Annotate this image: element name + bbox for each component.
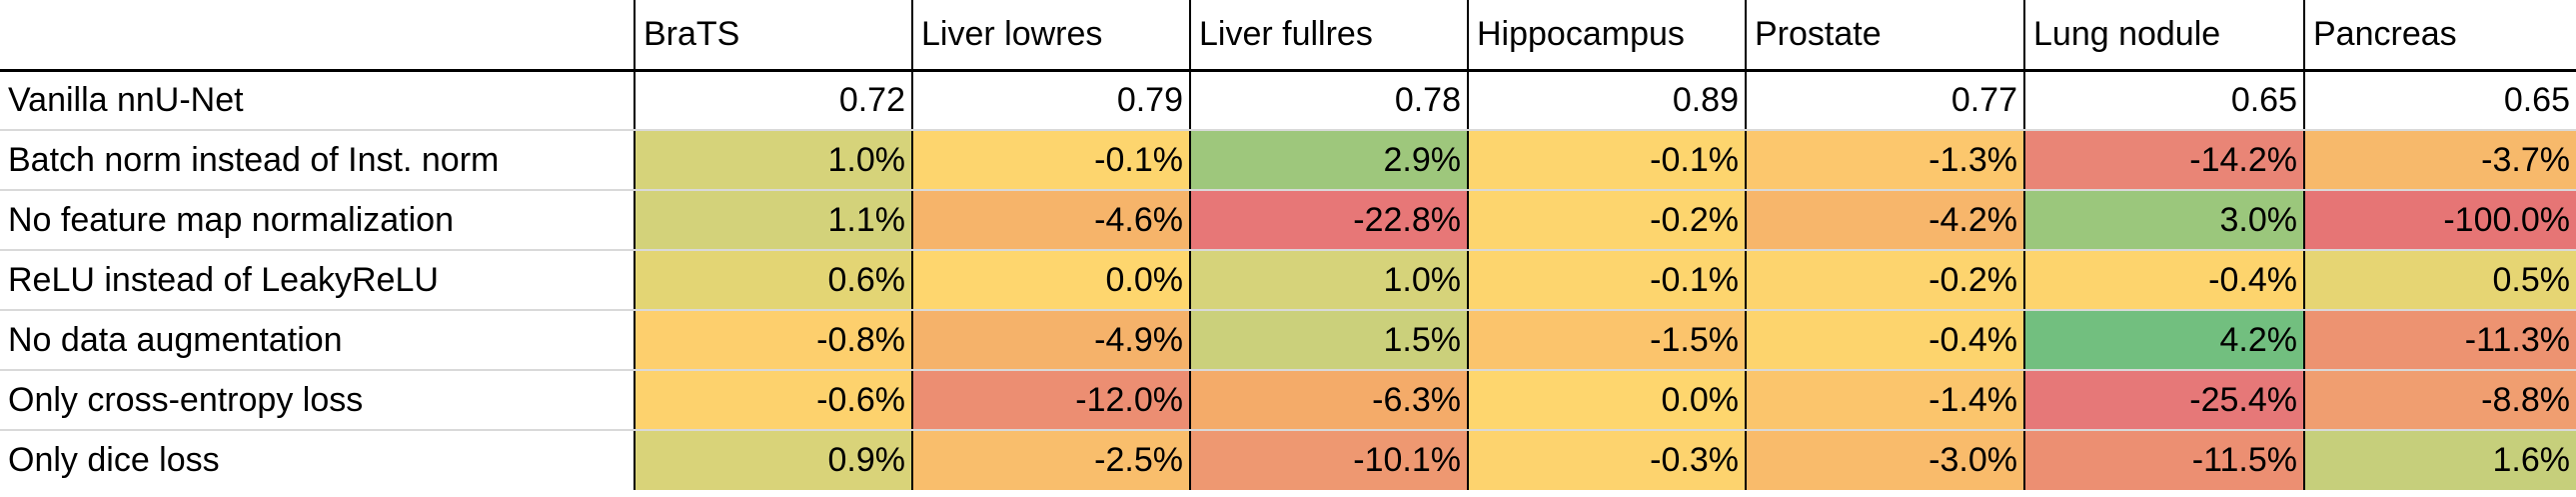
table-row: ReLU instead of LeakyReLU 0.6% 0.0% 1.0% -0.… [0, 250, 2576, 311]
table-body: Vanilla nnU-Net 0.72 0.79 0.78 0.89 0.77 0.65 0… [0, 70, 2576, 490]
column-header-liver-lowres: Liver lowres [911, 0, 1190, 72]
value-cell: -12.0% [911, 370, 1190, 431]
value-cell: 0.6% [634, 250, 912, 311]
row-label: No data augmentation [0, 310, 635, 371]
value-cell: -0.8% [634, 310, 912, 371]
row-label: No feature map normalization [0, 190, 635, 251]
value-cell: -11.5% [2023, 430, 2304, 490]
value-cell: -0.4% [2023, 250, 2304, 311]
value-cell: 1.0% [634, 130, 912, 191]
row-label: Only dice loss [8, 441, 220, 479]
value-cell: -22.8% [1189, 190, 1468, 251]
header-corner-cell [0, 0, 635, 72]
column-header-lung-nodule: Lung nodule [2023, 0, 2304, 72]
value-cell: -14.2% [2023, 130, 2304, 191]
row-label: ReLU instead of LeakyReLU [0, 250, 635, 311]
column-header-pancreas: Pancreas [2303, 0, 2576, 72]
column-header-hippocampus: Hippocampus [1467, 0, 1746, 72]
value-cell: -0.1% [1467, 250, 1746, 311]
table-row: Vanilla nnU-Net 0.72 0.79 0.78 0.89 0.77 0.65 0… [0, 70, 2576, 131]
value-cell: 1.5% [1189, 310, 1468, 371]
value-cell: 0.0% [1467, 370, 1746, 431]
value-cell: -8.8% [2303, 370, 2576, 431]
row-label: Batch norm instead of Inst. norm [0, 130, 635, 191]
value-cell: -11.3% [2303, 310, 2576, 371]
value-cell: -4.6% [911, 190, 1190, 251]
value-cell: -0.1% [911, 130, 1190, 191]
value-cell: 0.0% [911, 250, 1190, 311]
value-cell: 3.0% [2023, 190, 2304, 251]
table-row: Batch norm instead of Inst. norm 1.0% -0.1… [0, 130, 2576, 191]
value-cell: -1.5% [1467, 310, 1746, 371]
value-cell: 1.6% [2303, 430, 2576, 490]
value-cell: -0.6% [634, 370, 912, 431]
value-cell: -0.2% [1467, 190, 1746, 251]
value-cell: -0.1% [1467, 130, 1746, 191]
table-row: No data augmentation -0.8% -4.9% 1.5% -1.5% -… [0, 310, 2576, 371]
value-cell: 0.72 [634, 70, 912, 131]
value-cell: -3.0% [1745, 430, 2024, 490]
value-cell: -25.4% [2023, 370, 2304, 431]
value-cell: -4.2% [1745, 190, 2024, 251]
value-cell: -4.9% [911, 310, 1190, 371]
value-cell: -100.0% [2303, 190, 2576, 251]
value-cell: -10.1% [1189, 430, 1468, 490]
column-header-prostate: Prostate [1745, 0, 2024, 72]
value-cell: -0.4% [1745, 310, 2024, 371]
table-row: Only cross-entropy loss -0.6% -12.0% -6.3% 0… [0, 370, 2576, 431]
value-cell: -3.7% [2303, 130, 2576, 191]
value-cell: -0.3% [1467, 430, 1746, 490]
value-cell: 2.9% [1189, 130, 1468, 191]
value-cell: -2.5% [911, 430, 1190, 490]
value-cell: 0.79 [911, 70, 1190, 131]
column-header-brats: BraTS [634, 0, 912, 72]
value-cell: 4.2% [2023, 310, 2304, 371]
table-row: No feature map normalization 1.1% -4.6% -22… [0, 190, 2576, 251]
table-row: Only dice loss 0.9% -2.5% -10.1% -0.3% -3.0% -… [0, 430, 2576, 490]
value-cell: 0.5% [2303, 250, 2576, 311]
value-cell: 0.65 [2303, 70, 2576, 131]
column-header-liver-fullres: Liver fullres [1189, 0, 1468, 72]
value-cell: -6.3% [1189, 370, 1468, 431]
value-cell: 0.78 [1189, 70, 1468, 131]
value-cell: -1.3% [1745, 130, 2024, 191]
value-cell: 0.77 [1745, 70, 2024, 131]
row-label: Vanilla nnU-Net [0, 70, 635, 131]
value-cell: 0.9% [634, 430, 912, 490]
value-cell: 1.0% [1189, 250, 1468, 311]
value-cell: 1.1% [634, 190, 912, 251]
header-row: BraTS Liver lowres Liver fullres Hippoca… [0, 0, 2576, 72]
value-cell: 0.89 [1467, 70, 1746, 131]
value-cell: -0.2% [1745, 250, 2024, 311]
value-cell: -1.4% [1745, 370, 2024, 431]
row-label: Only cross-entropy loss [0, 370, 635, 431]
value-cell: 0.65 [2023, 70, 2304, 131]
